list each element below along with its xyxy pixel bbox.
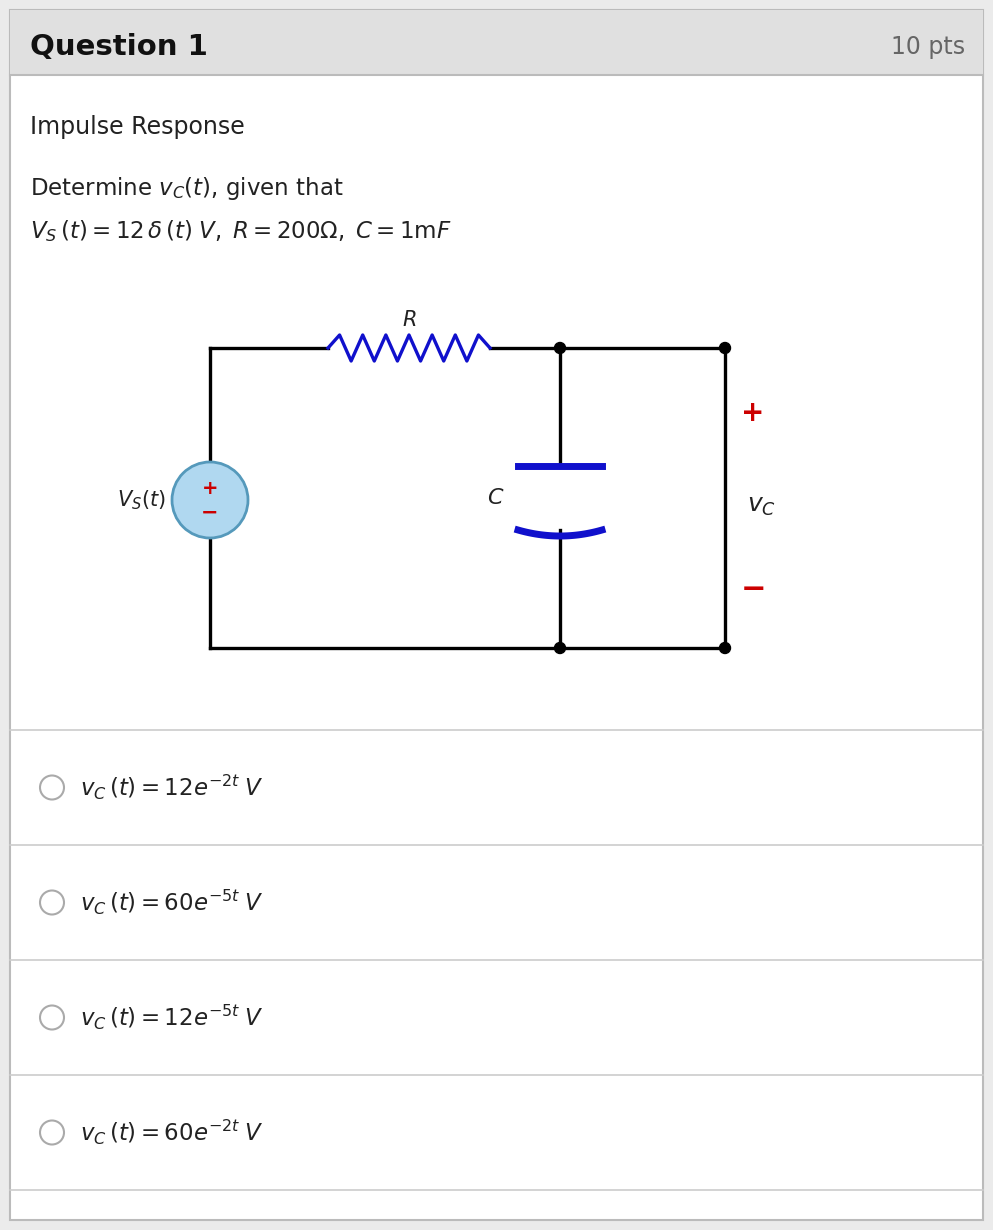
Text: $v_C\,(t) = 12e^{-5t}\;V$: $v_C\,(t) = 12e^{-5t}\;V$ xyxy=(80,1002,264,1032)
Circle shape xyxy=(172,462,248,538)
Text: $V_S(t)$: $V_S(t)$ xyxy=(117,488,166,512)
Text: $C$: $C$ xyxy=(487,488,504,508)
Text: Impulse Response: Impulse Response xyxy=(30,114,244,139)
Text: −: − xyxy=(202,503,218,523)
Circle shape xyxy=(720,342,731,353)
Text: $v_C\,(t) = 60e^{-5t}\;V$: $v_C\,(t) = 60e^{-5t}\;V$ xyxy=(80,888,264,918)
Text: +: + xyxy=(742,399,765,427)
Text: $v_C$: $v_C$ xyxy=(747,494,776,518)
Circle shape xyxy=(554,642,565,653)
Circle shape xyxy=(554,342,565,353)
Text: 10 pts: 10 pts xyxy=(891,34,965,59)
Text: $v_C\,(t) = 60e^{-2t}\;V$: $v_C\,(t) = 60e^{-2t}\;V$ xyxy=(80,1118,264,1148)
FancyBboxPatch shape xyxy=(10,10,983,1220)
Text: Question 1: Question 1 xyxy=(30,33,208,62)
Text: $v_C\,(t) = 12e^{-2t}\;V$: $v_C\,(t) = 12e^{-2t}\;V$ xyxy=(80,772,264,802)
Text: +: + xyxy=(202,480,218,498)
Text: Determine $v_C(t)$, given that: Determine $v_C(t)$, given that xyxy=(30,175,344,202)
Text: $V_S\,(t) = 12\,\delta\,(t)\;V,\;R = 200\Omega,\;C = 1\mathrm{m}F$: $V_S\,(t) = 12\,\delta\,(t)\;V,\;R = 200… xyxy=(30,218,452,244)
Circle shape xyxy=(720,642,731,653)
Text: −: − xyxy=(740,576,766,604)
Text: $R$: $R$ xyxy=(402,310,416,330)
FancyBboxPatch shape xyxy=(10,10,983,75)
